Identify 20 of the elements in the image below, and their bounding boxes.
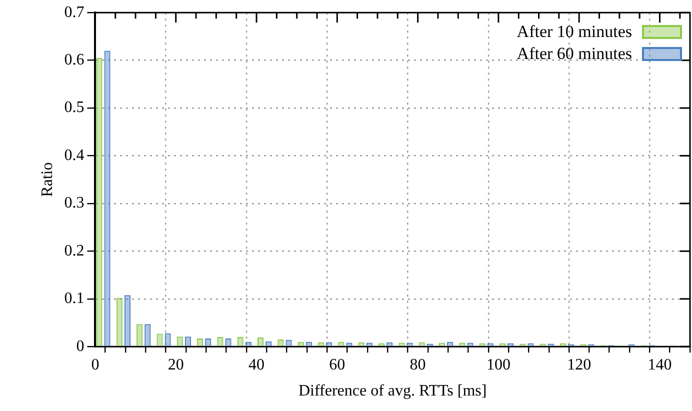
y-tick-label: 0.6 bbox=[64, 52, 84, 69]
x-tick-label: 140 bbox=[648, 356, 672, 374]
x-tick-label: 80 bbox=[410, 356, 426, 374]
y-tick-label: 0.7 bbox=[64, 4, 84, 21]
x-tick-label: 0 bbox=[91, 356, 100, 374]
y-axis-title: Ratio bbox=[38, 162, 56, 197]
legend-label: After 10 minutes bbox=[516, 20, 632, 43]
x-tick-label: 120 bbox=[567, 356, 592, 374]
y-tick-label: 0.1 bbox=[64, 290, 84, 308]
x-tick-label: 60 bbox=[329, 356, 346, 374]
y-tick-label: 0.4 bbox=[64, 146, 84, 164]
legend-label: After 60 minutes bbox=[516, 42, 632, 65]
y-tick-label: 0 bbox=[76, 338, 84, 355]
y-tick-label: 0.3 bbox=[64, 194, 84, 212]
y-tick-label: 0.5 bbox=[64, 99, 84, 116]
x-tick-label: 40 bbox=[248, 356, 264, 374]
x-tick-label: 100 bbox=[486, 356, 510, 374]
x-tick-label: 20 bbox=[168, 356, 184, 374]
y-tick-label: 0.2 bbox=[64, 242, 84, 260]
x-axis-title: Difference of avg. RTTs [ms] bbox=[298, 382, 487, 400]
